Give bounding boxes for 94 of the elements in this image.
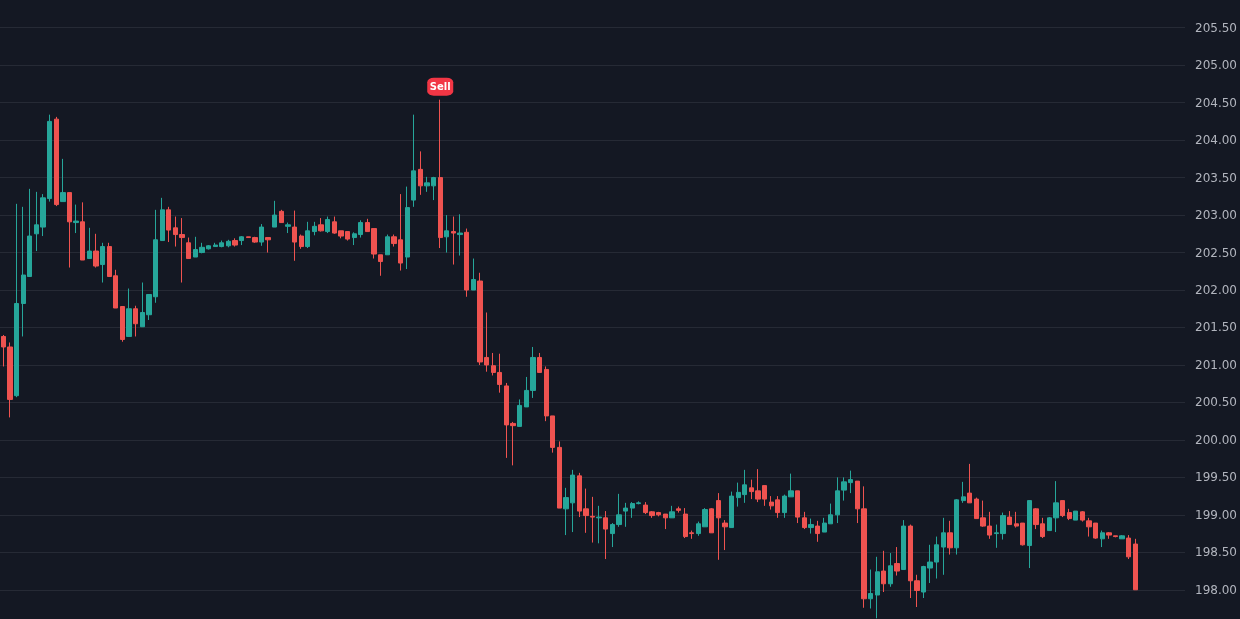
y-tick-label: 201.00 xyxy=(1195,357,1237,372)
candlestick xyxy=(894,546,900,577)
candlestick xyxy=(385,234,390,256)
candlestick xyxy=(87,227,92,260)
y-tick-label: 200.00 xyxy=(1195,432,1237,447)
candlestick xyxy=(318,217,324,233)
candlestick xyxy=(537,352,542,373)
candlestick xyxy=(875,556,880,619)
candlestick xyxy=(133,305,138,337)
y-tick-label: 204.00 xyxy=(1195,133,1237,148)
candlestick xyxy=(14,203,19,398)
candlestick xyxy=(729,491,734,529)
candlestick xyxy=(451,216,456,266)
candlestick xyxy=(1126,534,1131,560)
candlestick xyxy=(312,221,317,236)
y-tick-label: 198.50 xyxy=(1195,545,1237,560)
candlestick xyxy=(120,306,125,343)
candlestick xyxy=(444,214,449,254)
candlestick xyxy=(881,550,886,593)
y-tick-label: 205.50 xyxy=(1195,20,1237,35)
candlestick xyxy=(888,552,893,588)
candlestick xyxy=(272,200,277,228)
candlestick xyxy=(557,440,562,509)
candlestick xyxy=(868,569,873,610)
candlestick xyxy=(709,507,714,534)
candlestick xyxy=(947,520,953,556)
candlestick xyxy=(808,518,814,535)
candlestick xyxy=(941,517,946,576)
candlestick xyxy=(73,204,79,234)
candlestick xyxy=(160,197,165,242)
candlestick xyxy=(1060,500,1065,518)
candlestick xyxy=(226,239,231,248)
candlestick xyxy=(663,513,668,530)
candlestick xyxy=(669,505,675,519)
candlestick xyxy=(279,209,284,224)
candlestick xyxy=(901,519,906,571)
candlestick xyxy=(1119,534,1125,540)
y-tick-label: 198.00 xyxy=(1195,582,1237,597)
candlestick xyxy=(405,186,410,270)
candlestick xyxy=(815,520,820,543)
candlestick xyxy=(1007,510,1012,526)
candlestick xyxy=(1073,510,1078,521)
candlestick xyxy=(1067,508,1072,521)
y-tick-label: 199.50 xyxy=(1195,470,1237,485)
candlestick xyxy=(67,192,72,269)
candlestick xyxy=(305,221,310,249)
candlestick xyxy=(1100,530,1105,548)
candlestick xyxy=(722,519,728,551)
candlestick xyxy=(60,158,66,203)
y-tick-label: 204.50 xyxy=(1195,95,1237,110)
y-tick-label: 199.00 xyxy=(1195,507,1237,522)
candlestick xyxy=(517,398,522,427)
candlestick xyxy=(603,510,608,560)
candlestick xyxy=(299,234,304,250)
candlestick xyxy=(285,222,291,234)
candlestick xyxy=(438,99,443,249)
candlestick xyxy=(126,288,132,337)
candlestick xyxy=(795,490,800,524)
y-tick-label: 202.00 xyxy=(1195,283,1237,298)
candlestick xyxy=(239,235,244,246)
candlestick xyxy=(418,150,423,196)
candlestick xyxy=(596,505,602,544)
candlestick xyxy=(1133,538,1138,591)
candlestick xyxy=(954,498,959,556)
candlestick xyxy=(623,502,628,528)
candlestick xyxy=(54,116,59,207)
candlestick xyxy=(186,237,191,260)
candlestick xyxy=(80,201,85,261)
candlestick xyxy=(93,233,99,269)
y-tick-label: 203.50 xyxy=(1195,170,1237,185)
candlestick xyxy=(961,481,966,504)
candlestick xyxy=(967,463,972,504)
candlestick xyxy=(265,237,271,254)
annotation: Sell xyxy=(429,81,451,93)
y-tick-label: 203.00 xyxy=(1195,208,1237,223)
candlestick xyxy=(802,511,807,530)
candlestick xyxy=(1027,500,1032,569)
candlestick xyxy=(590,496,595,544)
candlestick xyxy=(166,206,171,243)
y-tick-label: 202.50 xyxy=(1195,245,1237,260)
candlestick xyxy=(457,213,463,257)
candlestick xyxy=(471,258,476,291)
candlestick xyxy=(464,228,469,298)
candlestick xyxy=(259,223,264,247)
y-tick-label: 201.50 xyxy=(1195,320,1237,335)
candlestick xyxy=(325,216,330,234)
y-tick-label: 205.00 xyxy=(1195,58,1237,73)
candlestick xyxy=(100,242,105,284)
candlestick xyxy=(292,210,297,262)
candlestick xyxy=(676,506,681,514)
candlestick xyxy=(716,492,721,561)
y-tick-label: 200.50 xyxy=(1195,395,1237,410)
candlestick xyxy=(411,114,416,208)
candlestick xyxy=(232,237,238,248)
